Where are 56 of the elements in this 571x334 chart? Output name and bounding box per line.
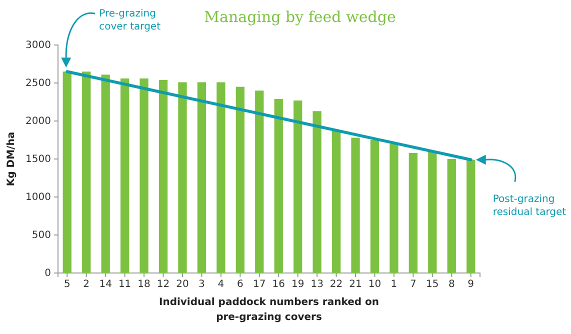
bar [332, 130, 341, 273]
x-tick-label: 4 [218, 279, 224, 290]
x-tick-label: 10 [368, 279, 382, 290]
x-tick-label: 22 [330, 279, 343, 290]
y-tick-label: 2000 [26, 116, 51, 128]
x-tick-label: 15 [426, 279, 439, 290]
x-tick-label: 14 [99, 279, 112, 290]
bar [158, 80, 168, 273]
x-tick-label: 16 [272, 279, 285, 290]
x-tick-label: 18 [138, 279, 150, 290]
bar [408, 152, 418, 273]
bar [197, 82, 206, 273]
x-tick-label: 19 [291, 279, 304, 290]
bar [216, 82, 226, 273]
bar [466, 160, 476, 273]
x-tick-label: 5 [64, 279, 70, 290]
x-tick-label: 17 [253, 279, 266, 290]
x-tick-label: 9 [468, 279, 474, 290]
bar [62, 72, 72, 273]
x-axis-title: Individual paddock numbers ranked on pre-grazing covers [158, 297, 380, 323]
text: Post-grazing residual target [492, 194, 566, 218]
bar [178, 82, 187, 273]
x-tick-label: 6 [236, 279, 244, 290]
x-tick-label: 11 [118, 279, 132, 290]
bar [390, 144, 398, 273]
bar [82, 72, 91, 273]
bar [351, 138, 360, 273]
bar [140, 78, 148, 273]
x-tick-label: 7 [410, 279, 416, 290]
text: Pre-grazing cover target [99, 8, 161, 33]
x-tick-label: 3 [198, 279, 205, 290]
y-tick-label: 1000 [26, 192, 51, 204]
bar [428, 151, 437, 273]
x-tick-label: 21 [349, 279, 362, 290]
bar [294, 100, 302, 273]
bar [101, 74, 110, 273]
x-tick-label: 1 [390, 279, 398, 290]
bar [274, 98, 283, 273]
y-tick-label: 500 [32, 230, 51, 242]
x-tick-label: 2 [83, 279, 90, 290]
chart-title: Managing by feed wedge [204, 8, 396, 26]
x-tick-label: 12 [156, 279, 170, 290]
bar [370, 140, 380, 273]
y-axis-title: Kg DM/ha [6, 132, 17, 186]
x-tick-label: 20 [176, 279, 189, 290]
bar [447, 159, 456, 273]
bar [236, 86, 244, 273]
bar [255, 90, 264, 273]
x-tick-label: 13 [310, 279, 324, 290]
x-tick-label: 8 [448, 279, 455, 290]
bar [312, 111, 322, 273]
y-tick-label: 1500 [26, 154, 51, 166]
y-tick-label: 3000 [26, 40, 51, 52]
bar [120, 78, 130, 273]
y-tick-label: 2500 [26, 78, 51, 90]
y-tick-label: 0 [44, 268, 51, 280]
